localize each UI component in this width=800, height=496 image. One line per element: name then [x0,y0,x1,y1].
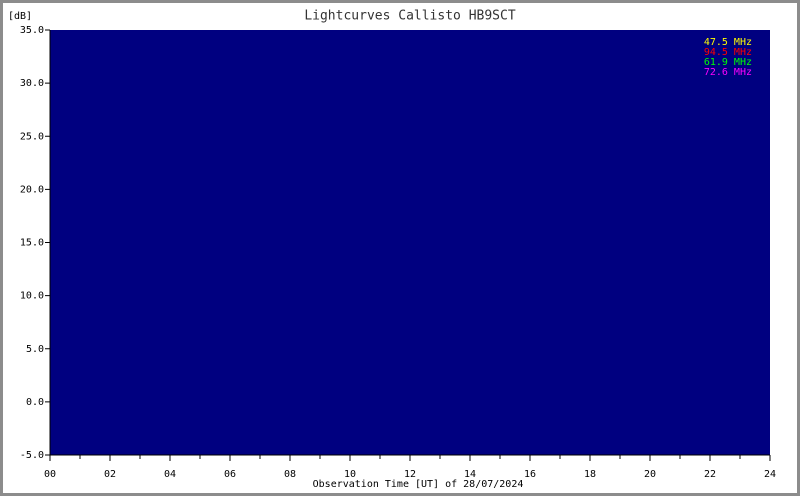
y-tick-label: 0.0 [26,397,44,408]
x-tick-label: 16 [524,469,536,480]
legend-label: 61.9 MHz [704,57,752,68]
plot-area [50,30,770,455]
y-tick-label: 5.0 [26,344,44,355]
y-tick-label: 30.0 [20,78,44,89]
y-tick-label: 35.0 [20,25,44,36]
x-tick-label: 14 [464,469,476,480]
x-tick-label: 08 [284,469,296,480]
x-tick-label: 20 [644,469,656,480]
x-tick-label: 04 [164,469,176,480]
y-tick-label: 10.0 [20,291,44,302]
legend-label: 72.6 MHz [704,67,752,78]
x-tick-label: 02 [104,469,116,480]
y-tick-label: 20.0 [20,184,44,195]
y-tick-label: -5.0 [20,450,44,461]
y-tick-label: 25.0 [20,131,44,142]
x-tick-label: 06 [224,469,236,480]
legend-label: 94.5 MHz [704,47,752,58]
x-tick-label: 22 [704,469,716,480]
x-tick-label: 24 [764,469,776,480]
legend-label: 47.5 MHz [704,37,752,48]
x-tick-label: 10 [344,469,356,480]
y-axis-label: [dB] [8,11,32,22]
x-tick-label: 00 [44,469,56,480]
x-axis-label: Observation Time [UT] of 28/07/2024 [313,479,524,490]
x-tick-label: 12 [404,469,416,480]
chart-title: Lightcurves Callisto HB9SCT [304,9,515,24]
y-tick-label: 15.0 [20,238,44,249]
x-tick-label: 18 [584,469,596,480]
